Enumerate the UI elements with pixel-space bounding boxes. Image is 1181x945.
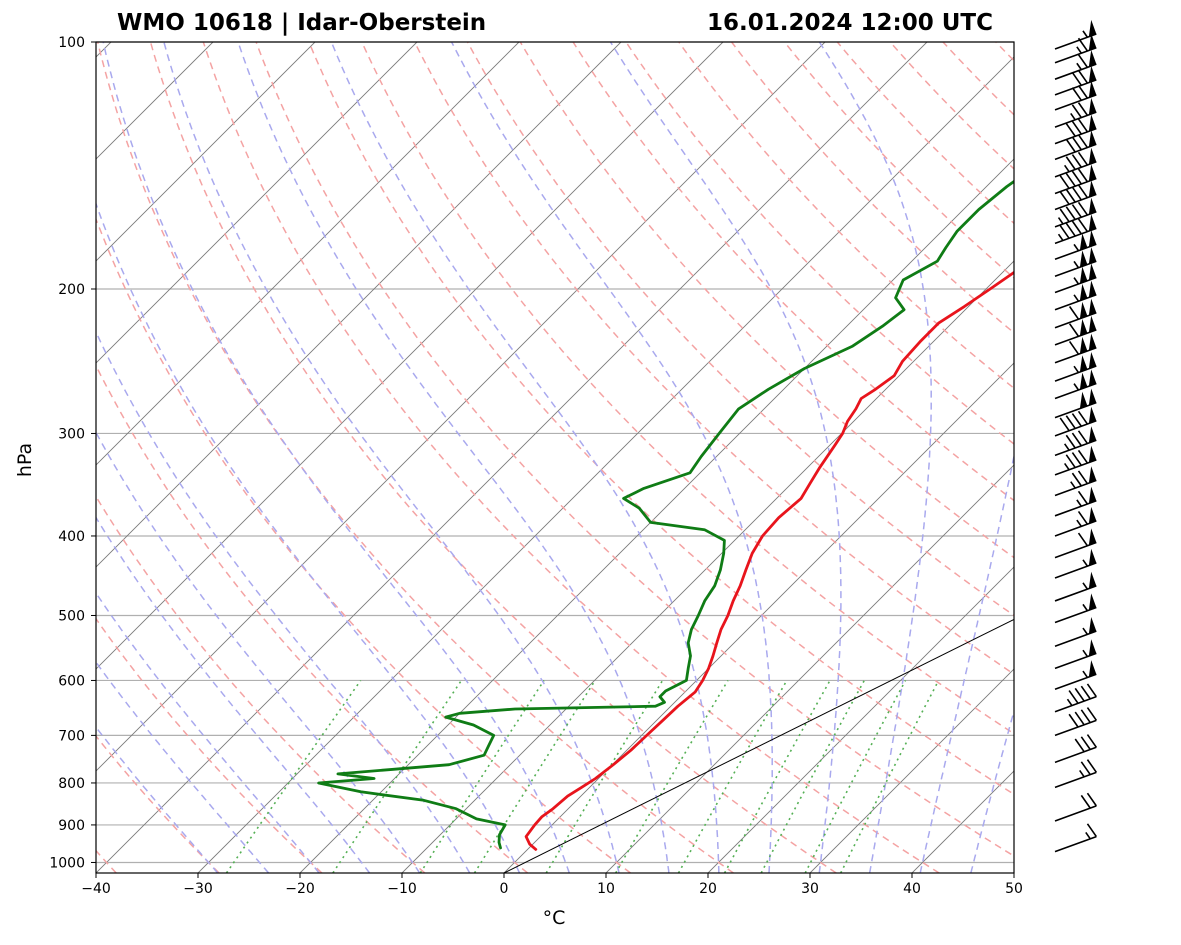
- y-tick-label: 200: [58, 282, 85, 298]
- x-tick-label: 40: [903, 881, 921, 897]
- chart-title-left: WMO 10618 | Idar-Oberstein: [117, 10, 486, 36]
- y-tick-label: 400: [58, 529, 85, 545]
- x-axis-label: °C: [543, 907, 566, 929]
- x-tick-label: 0: [500, 881, 509, 897]
- y-tick-label: 100: [58, 35, 85, 51]
- x-tick-label: −40: [81, 881, 111, 897]
- y-tick-label: 300: [58, 426, 85, 442]
- x-tick-label: 30: [801, 881, 819, 897]
- y-tick-label: 900: [58, 818, 85, 834]
- y-axis-label: hPa: [14, 443, 36, 477]
- y-tick-label: 1000: [49, 855, 85, 871]
- y-tick-label: 700: [58, 728, 85, 744]
- x-tick-label: 20: [699, 881, 717, 897]
- y-tick-label: 500: [58, 608, 85, 624]
- x-tick-label: −30: [183, 881, 213, 897]
- y-tick-label: 800: [58, 776, 85, 792]
- y-tick-label: 600: [58, 673, 85, 689]
- chart-title-right: 16.01.2024 12:00 UTC: [707, 10, 993, 36]
- x-tick-label: −20: [285, 881, 315, 897]
- x-tick-label: 10: [597, 881, 615, 897]
- x-tick-label: 50: [1005, 881, 1023, 897]
- x-tick-label: −10: [387, 881, 417, 897]
